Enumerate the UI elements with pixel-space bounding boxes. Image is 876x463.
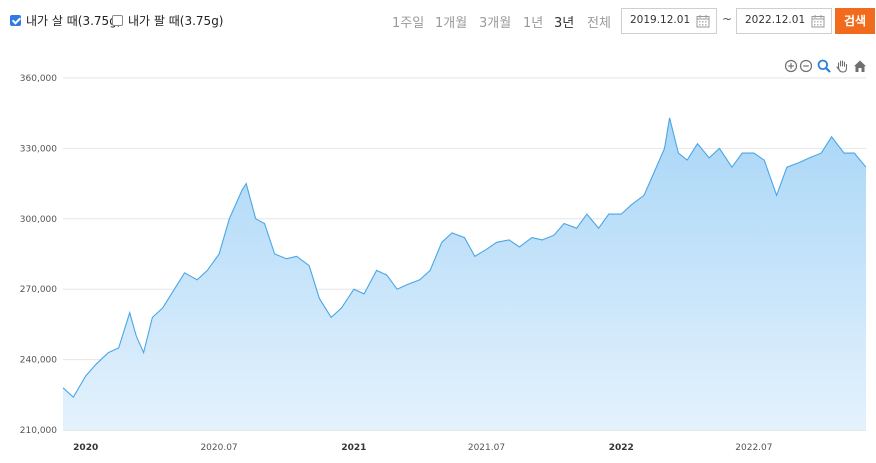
- period-all[interactable]: 전체: [587, 16, 611, 31]
- search-button[interactable]: 검색: [835, 8, 875, 34]
- toolbar: 내가 살 때(3.75g) 내가 팔 때(3.75g) 1주일 1개월 3개월 …: [0, 0, 876, 40]
- y-tick-label: 210,000: [20, 426, 57, 436]
- period-1week[interactable]: 1주일: [392, 16, 425, 31]
- start-date-field[interactable]: [621, 8, 717, 34]
- calendar-icon[interactable]: [696, 14, 710, 28]
- end-date-field[interactable]: [736, 8, 832, 34]
- buy-checkbox-label[interactable]: 내가 살 때(3.75g): [26, 13, 122, 28]
- calendar-icon[interactable]: [811, 14, 825, 28]
- sell-checkbox-box[interactable]: [112, 14, 123, 26]
- x-tick-label: 2021: [341, 443, 366, 453]
- y-tick-label: 360,000: [20, 74, 57, 84]
- buy-checkbox[interactable]: 내가 살 때(3.75g): [10, 13, 122, 28]
- x-tick-label: 2022.07: [735, 443, 772, 453]
- zoom-select-icon[interactable]: [817, 59, 831, 73]
- home-icon[interactable]: [853, 59, 867, 73]
- sell-checkbox-label[interactable]: 내가 팔 때(3.75g): [128, 13, 224, 28]
- y-axis: 210,000 240,000 270,000 300,000 330,000 360,0…: [20, 74, 57, 436]
- x-axis: 2020 2020.07 2021 2021.07 2022 2022.07: [73, 443, 772, 453]
- price-chart: 210,000 240,000 270,000 300,000 330,000 360,0…: [20, 74, 867, 453]
- sell-checkbox[interactable]: 내가 팔 때(3.75g): [112, 13, 224, 28]
- chart-toolbar: [784, 59, 870, 75]
- period-1month[interactable]: 1개월: [435, 16, 468, 31]
- period-3year[interactable]: 3년: [554, 16, 575, 31]
- x-tick-label: 2020: [73, 443, 98, 453]
- date-range-separator: ~: [722, 12, 733, 26]
- y-tick-label: 270,000: [20, 285, 57, 295]
- zoom-out-icon[interactable]: [799, 59, 813, 73]
- end-date-input[interactable]: [745, 14, 809, 26]
- start-date-input[interactable]: [630, 14, 694, 26]
- price-area: [63, 117, 866, 431]
- x-tick-label: 2020.07: [200, 443, 237, 453]
- x-tick-label: 2022: [609, 443, 634, 453]
- y-tick-label: 300,000: [20, 215, 57, 225]
- pan-hand-icon[interactable]: [835, 59, 849, 73]
- zoom-in-icon[interactable]: [784, 59, 798, 73]
- buy-checkbox-box[interactable]: [10, 14, 21, 26]
- y-tick-label: 330,000: [20, 144, 57, 154]
- period-3month[interactable]: 3개월: [479, 16, 512, 31]
- period-1year[interactable]: 1년: [523, 16, 544, 31]
- y-tick-label: 240,000: [20, 356, 57, 366]
- price-line: [62, 117, 867, 398]
- x-tick-label: 2021.07: [468, 443, 505, 453]
